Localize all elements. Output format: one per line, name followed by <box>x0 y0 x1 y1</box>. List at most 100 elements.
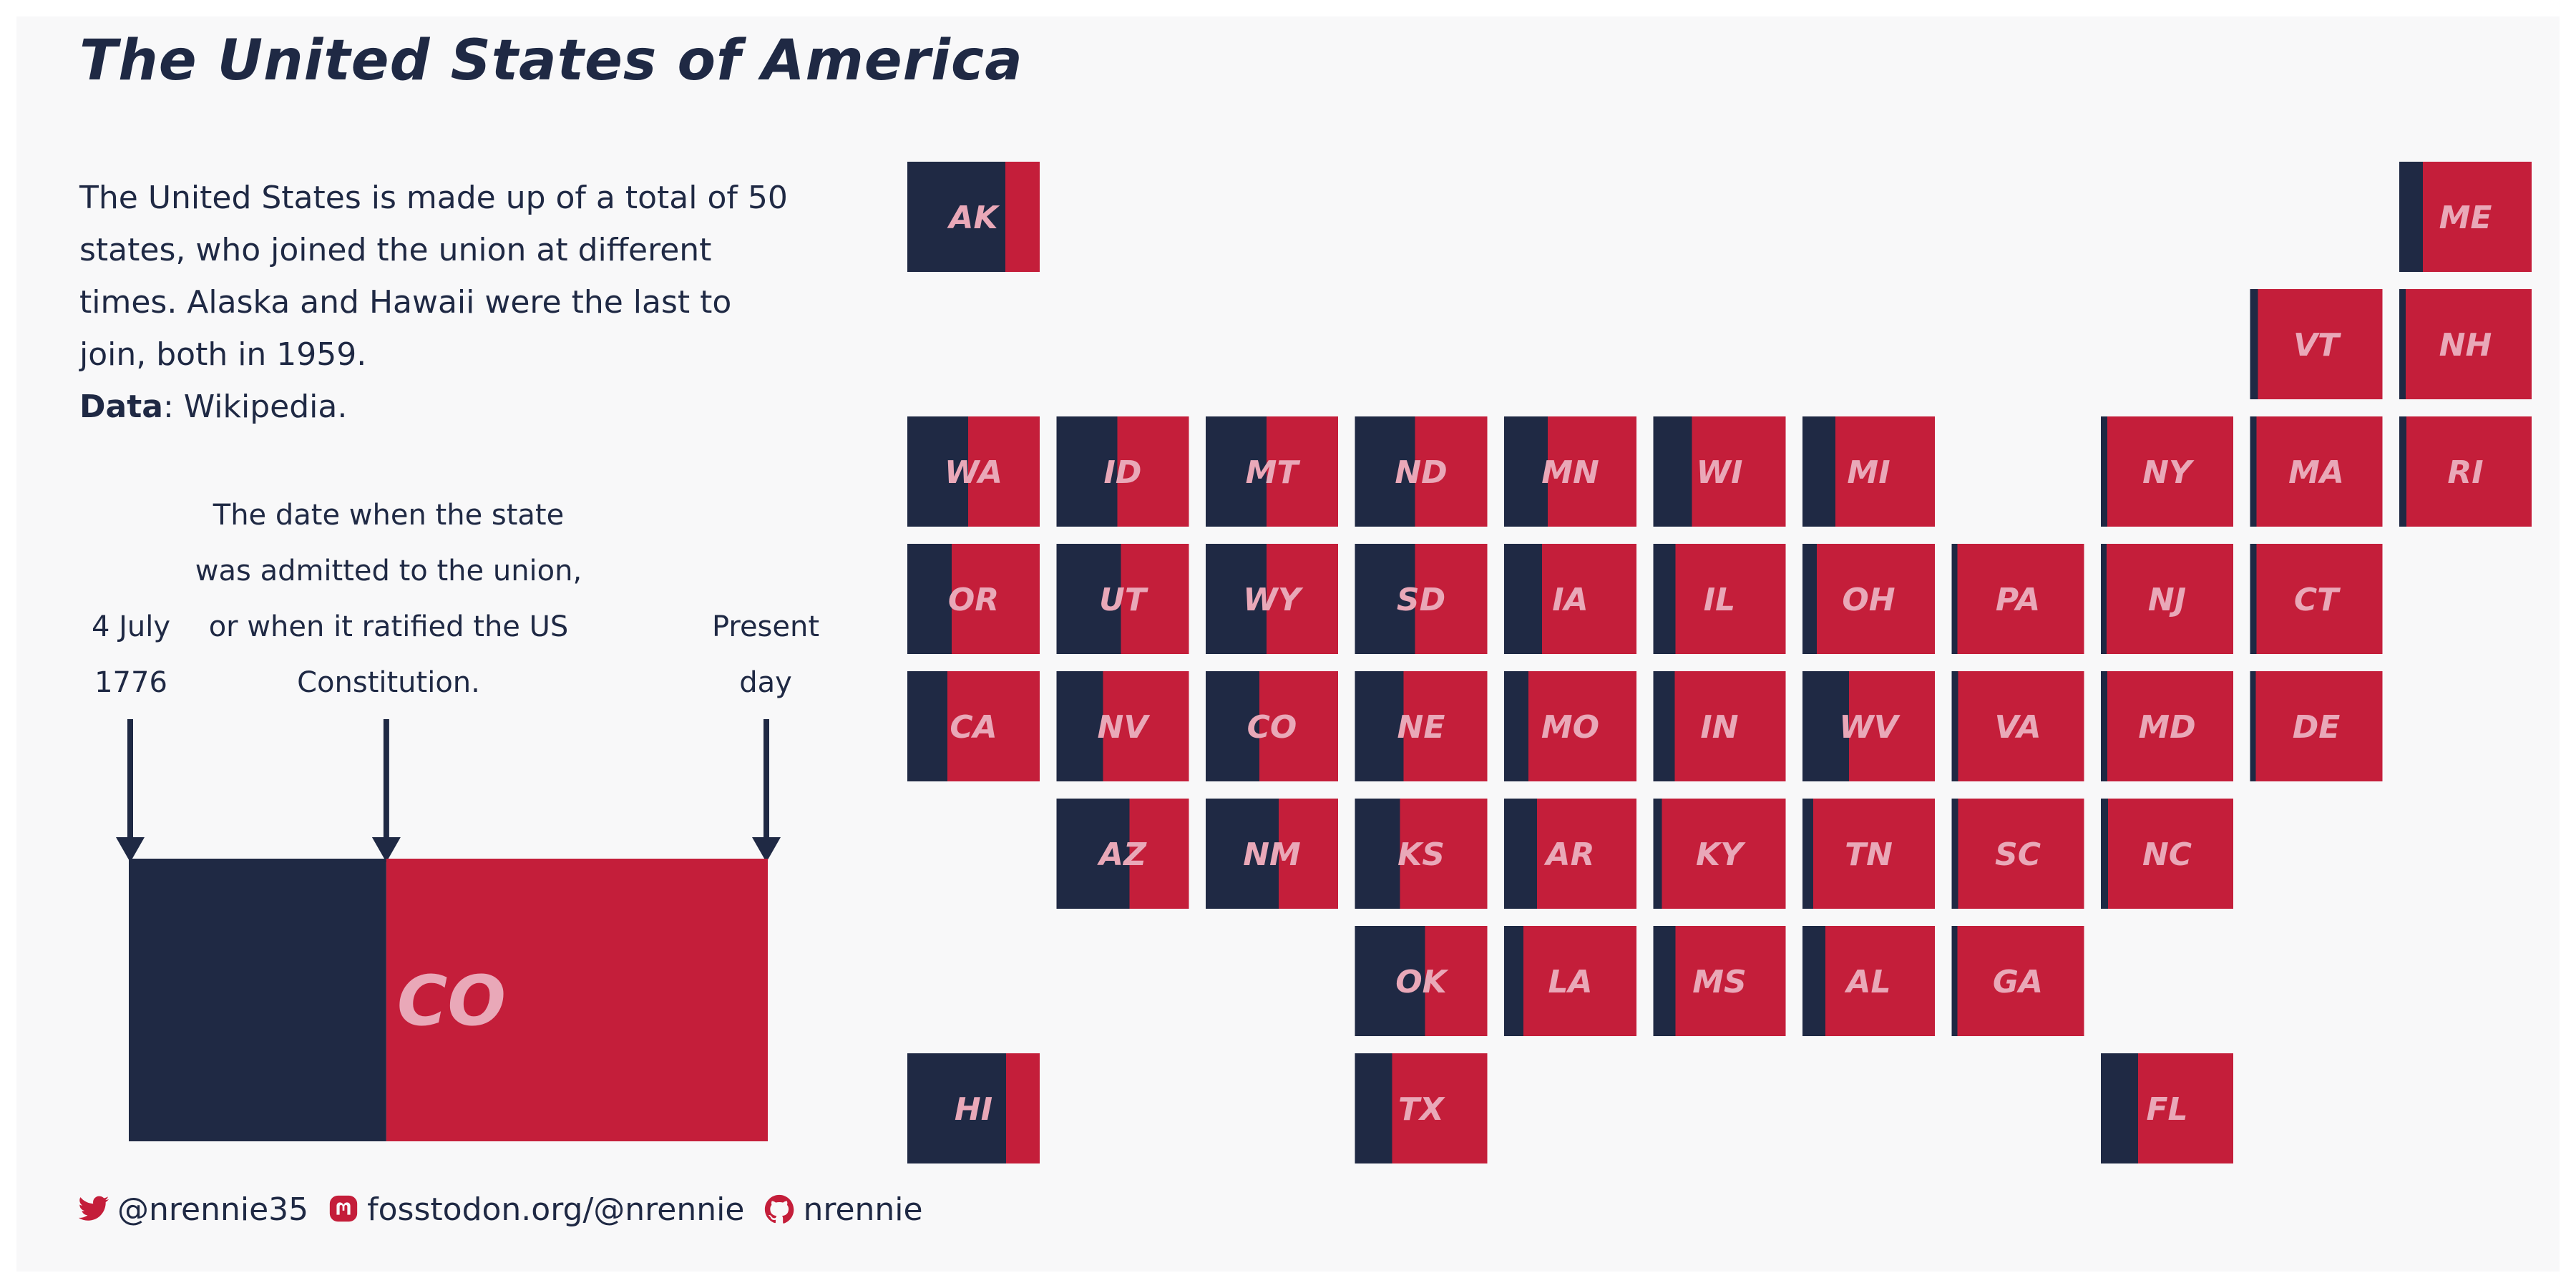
state-label: CT <box>2294 582 2341 618</box>
twitter-handle: @nrennie35 <box>117 1191 309 1228</box>
legend-middle-line1: The date when the state <box>213 499 565 532</box>
state-tile-ks: KS <box>1355 799 1488 909</box>
state-label: MA <box>2288 454 2344 491</box>
state-label: MT <box>1246 454 1301 491</box>
state-tile-fl: FL <box>2101 1053 2233 1163</box>
twitter-icon <box>78 1196 109 1221</box>
state-label: CA <box>950 709 997 746</box>
tile-navy-segment <box>2399 162 2423 272</box>
tile-navy-segment <box>1056 416 1118 527</box>
tile-navy-segment <box>2101 671 2107 781</box>
state-tile-mt: MT <box>1206 416 1338 527</box>
state-label: NV <box>1098 709 1151 746</box>
tile-red-segment <box>2108 799 2233 909</box>
tile-navy-segment <box>1206 544 1267 654</box>
state-tile-wi: WI <box>1653 416 1786 527</box>
tile-navy-segment <box>1504 544 1542 654</box>
state-label: CO <box>1247 709 1297 746</box>
tile-red-segment <box>1542 544 1636 654</box>
tile-red-segment <box>1523 926 1636 1036</box>
tile-red-segment <box>2138 1053 2233 1163</box>
state-label: TN <box>1845 836 1893 873</box>
state-tile-ne: NE <box>1355 671 1488 781</box>
tile-navy-segment <box>2250 544 2257 654</box>
state-label: MS <box>1692 964 1746 1000</box>
data-source-label: Data <box>79 389 163 425</box>
tile-navy-segment <box>2101 544 2107 654</box>
state-tile-ny: NY <box>2101 416 2233 527</box>
state-label: VA <box>1994 709 2041 746</box>
tile-red-segment <box>1817 544 1935 654</box>
tile-navy-segment <box>1653 416 1692 527</box>
tile-navy-segment <box>907 544 952 654</box>
tile-red-segment <box>1006 1053 1040 1163</box>
credits-bar: @nrennie35 fosstodon.org/@nrennie nrenni… <box>77 1188 942 1231</box>
state-tile-nm: NM <box>1206 799 1338 909</box>
tile-red-segment <box>2256 416 2383 527</box>
tile-red-segment <box>1958 799 2084 909</box>
tile-navy-segment <box>907 671 947 781</box>
tile-red-segment <box>1425 926 1488 1036</box>
data-source-value: : Wikipedia. <box>162 389 348 425</box>
state-tile-wy: WY <box>1206 544 1338 654</box>
github-icon <box>765 1194 794 1224</box>
tile-navy-segment <box>1206 799 1279 909</box>
tile-navy-segment <box>2101 416 2107 527</box>
state-tile-hi: HI <box>907 1053 1040 1163</box>
twitter-credit[interactable]: @nrennie35 <box>77 1191 308 1228</box>
state-label: KS <box>1397 836 1445 873</box>
state-tile-or: OR <box>907 544 1040 654</box>
tile-red-segment <box>1674 671 1786 781</box>
state-label: GA <box>1993 964 2043 1000</box>
state-tile-ca: CA <box>907 671 1040 781</box>
mastodon-handle: fosstodon.org/@nrennie <box>367 1191 745 1228</box>
state-tile-ri: RI <box>2399 416 2532 527</box>
state-label: VT <box>2293 327 2341 364</box>
legend-middle-line2: was admitted to the union, <box>195 555 582 587</box>
state-tile-ms: MS <box>1653 926 1786 1036</box>
tile-navy-segment <box>2250 671 2256 781</box>
tile-navy-segment <box>1355 926 1425 1036</box>
state-label: WA <box>945 454 1002 491</box>
tile-navy-segment <box>2250 289 2258 399</box>
tile-red-segment <box>1103 671 1189 781</box>
tile-red-segment <box>1662 799 1786 909</box>
state-tile-mn: MN <box>1504 416 1636 527</box>
tile-navy-segment <box>1951 544 1958 654</box>
state-tile-nc: NC <box>2101 799 2233 909</box>
tile-red-segment <box>2107 416 2233 527</box>
tile-navy-segment <box>1206 671 1259 781</box>
state-label: ME <box>2439 200 2492 236</box>
state-label: AZ <box>1097 836 1147 873</box>
tile-navy-segment <box>907 416 968 527</box>
mastodon-credit[interactable]: fosstodon.org/@nrennie <box>327 1191 744 1228</box>
state-tile-me: ME <box>2399 162 2532 272</box>
state-label: MD <box>2138 709 2195 746</box>
state-tile-wa: WA <box>907 416 1040 527</box>
tile-red-segment <box>1528 671 1636 781</box>
state-tile-mo: MO <box>1504 671 1636 781</box>
tile-navy-segment <box>1056 544 1121 654</box>
description-text: The United States is made up of a total … <box>79 172 795 433</box>
tile-red-segment <box>1267 544 1338 654</box>
github-credit[interactable]: nrennie <box>763 1191 923 1228</box>
legend-navy-bar <box>129 859 386 1141</box>
state-label: SD <box>1397 582 1445 618</box>
state-tile-va: VA <box>1951 671 2084 781</box>
state-tile-ct: CT <box>2250 544 2383 654</box>
tile-red-segment <box>1957 926 2084 1036</box>
tile-red-segment <box>2107 544 2233 654</box>
tile-navy-segment <box>2101 1053 2138 1163</box>
arrow-middle-icon <box>371 719 401 862</box>
tile-red-segment <box>2423 162 2532 272</box>
tile-red-segment <box>1415 544 1488 654</box>
state-tile-de: DE <box>2250 671 2383 781</box>
legend-middle-line3: or when it ratified the US <box>208 610 569 643</box>
tile-red-segment <box>2406 289 2532 399</box>
state-tile-co: CO <box>1206 671 1338 781</box>
tile-red-segment <box>1400 799 1488 909</box>
description-body: The United States is made up of a total … <box>79 180 788 373</box>
tile-red-segment <box>1005 162 1040 272</box>
tile-red-segment <box>947 671 1040 781</box>
tile-red-segment <box>2258 289 2383 399</box>
